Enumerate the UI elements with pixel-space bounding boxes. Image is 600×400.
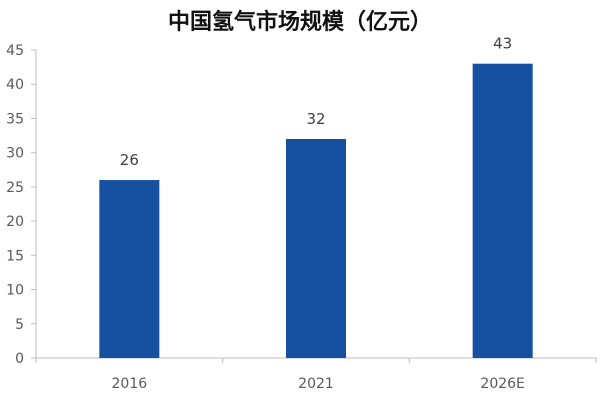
y-tick-group: 0 5 10 15 20 25 30 35 40 45 [6,43,36,367]
data-label: 26 [120,151,139,169]
y-tick-label: 25 [6,180,24,196]
x-tick-label: 2016 [112,376,148,392]
bar-group: 26 32 43 [99,35,533,358]
y-tick-label: 45 [6,43,24,59]
y-tick-label: 30 [6,146,24,162]
y-tick-label: 0 [15,351,24,367]
data-label: 43 [493,35,512,53]
bar-2016 [99,180,160,358]
bar-2021 [286,138,346,358]
y-tick-label: 15 [6,248,24,264]
y-tick-label: 5 [15,317,24,333]
y-tick-label: 20 [6,214,24,230]
x-tick-group: 2016 2021 2026E [35,358,597,392]
data-label: 32 [306,110,325,128]
bar-2026E [472,63,533,358]
chart-title: 中国氢气市场规模（亿元） [167,10,432,35]
y-tick-label: 40 [6,77,24,93]
x-tick-label: 2021 [298,376,334,392]
y-tick-label: 35 [6,111,24,127]
y-tick-label: 10 [6,283,24,299]
x-tick-label: 2026E [480,376,524,392]
